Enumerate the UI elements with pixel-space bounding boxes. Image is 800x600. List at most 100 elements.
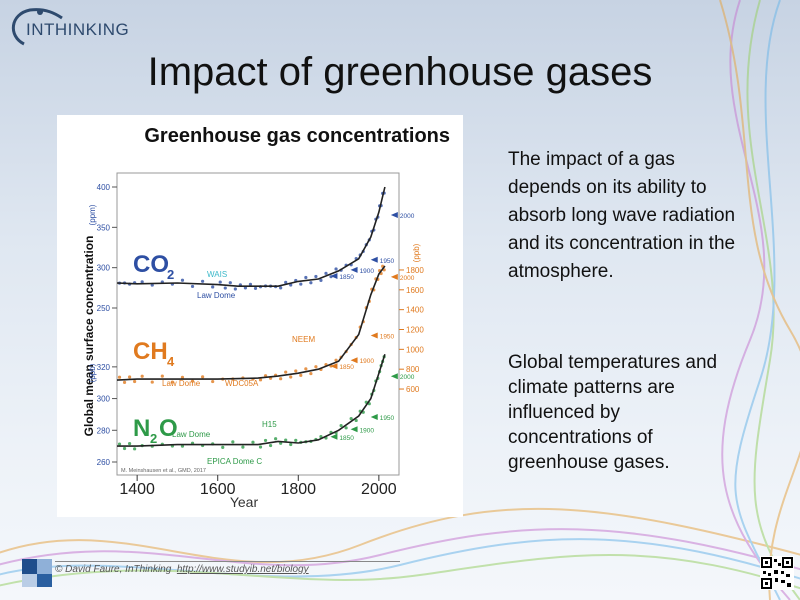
data-point — [180, 278, 185, 282]
data-point — [299, 282, 303, 286]
annotation-arrow — [350, 426, 358, 433]
y-tick-label: 1600 — [406, 286, 424, 295]
data-point — [241, 445, 245, 449]
annotation-arrow — [330, 363, 338, 370]
y-tick-label: 320 — [97, 363, 111, 372]
data-point — [354, 418, 358, 423]
data-point — [279, 377, 283, 381]
data-point — [211, 285, 215, 289]
footer-credit-text: © David Faure, InThinking — [55, 564, 172, 575]
y-axis-label: Global mean surface concentration — [82, 236, 96, 437]
data-point — [248, 282, 253, 286]
paragraph-climate: Global temperatures and climate patterns… — [508, 352, 718, 473]
data-point — [160, 374, 164, 378]
annotation-label: 1850 — [339, 435, 354, 442]
dataset-label: NEEM — [292, 335, 315, 344]
y-tick-label: 800 — [406, 365, 420, 374]
data-point — [324, 271, 328, 275]
y-tick-label: 280 — [97, 426, 111, 435]
data-point — [304, 275, 308, 280]
gas-label-sub: 2 — [167, 267, 174, 282]
data-point — [233, 287, 237, 291]
annotation-label: 1850 — [339, 274, 354, 281]
data-point — [258, 378, 263, 382]
data-point — [150, 380, 154, 384]
data-point — [284, 370, 288, 374]
data-point — [253, 286, 258, 290]
data-point — [294, 369, 298, 373]
data-point — [289, 442, 293, 447]
chart-credit: M. Meinshausen et al., GMD, 2017 — [121, 468, 206, 474]
x-tick-label: 1400 — [119, 481, 155, 498]
data-point — [279, 286, 283, 290]
y-tick-label: 260 — [97, 458, 111, 467]
footer-divider — [55, 561, 400, 562]
data-point — [334, 358, 338, 362]
y-tick-label: 400 — [97, 183, 111, 192]
data-point — [349, 416, 353, 421]
annotation-label: 1950 — [380, 258, 395, 265]
data-point — [284, 280, 288, 284]
data-point — [127, 442, 132, 446]
data-point — [319, 278, 323, 282]
y-tick-label: 600 — [406, 385, 420, 394]
annotation-label: 1900 — [360, 358, 375, 365]
data-point — [223, 286, 227, 290]
series-line-n2o — [117, 353, 386, 447]
dataset-label: WDC05A — [225, 379, 259, 388]
y-tick-label: 300 — [97, 264, 111, 273]
dataset-label: H15 — [262, 420, 277, 429]
gas-label-tail: O — [159, 415, 178, 442]
y-tick-label: 1000 — [406, 345, 424, 354]
data-point — [140, 374, 144, 378]
footer-link[interactable]: http://www.studyib.net/biology — [176, 564, 309, 575]
data-point — [304, 367, 308, 371]
x-tick-label: 1600 — [200, 481, 236, 498]
plot-frame — [116, 172, 400, 476]
data-point — [201, 279, 205, 283]
unit-label: (ppm) — [88, 204, 97, 225]
dataset-label: Law Dome — [162, 379, 201, 388]
data-point — [117, 375, 122, 379]
data-point — [127, 375, 132, 379]
data-point — [309, 281, 313, 285]
data-point — [258, 445, 263, 449]
qr-code-icon — [760, 556, 794, 590]
data-point — [339, 423, 343, 428]
annotation-arrow — [370, 332, 378, 339]
data-point — [180, 375, 185, 379]
annotation-label: 1950 — [380, 415, 395, 422]
annotation-label: 1850 — [339, 364, 354, 371]
gas-label: N — [133, 415, 150, 442]
data-point — [294, 438, 298, 443]
data-point — [314, 274, 318, 279]
data-point — [133, 447, 137, 451]
paragraph-gas-impact: The impact of a gas depends on its abili… — [508, 149, 736, 282]
gas-label-sub: 4 — [167, 354, 175, 369]
data-point — [314, 365, 318, 369]
gas-label: CH — [133, 338, 168, 365]
data-point — [211, 379, 215, 384]
data-point — [251, 440, 255, 444]
dataset-label: Law Dome — [172, 430, 211, 439]
annotation-arrow — [330, 433, 338, 440]
data-point — [140, 280, 144, 284]
y-tick-label: 1200 — [406, 325, 424, 334]
dataset-label: EPICA Dome C — [207, 457, 262, 466]
annotation-label: 2000 — [400, 374, 415, 381]
gas-label: CO — [133, 251, 169, 278]
slide-title: Impact of greenhouse gases — [147, 50, 653, 94]
data-point — [231, 440, 235, 444]
unit-label: (ppb) — [88, 363, 97, 382]
data-point — [268, 443, 273, 448]
data-point — [334, 267, 338, 271]
data-point — [221, 445, 225, 449]
data-point — [190, 379, 195, 383]
data-point — [201, 375, 205, 379]
x-axis-label: Year — [230, 494, 259, 510]
footer-square — [37, 574, 52, 587]
dataset-label: Law Dome — [197, 291, 236, 300]
annotation-arrow — [350, 357, 358, 364]
footer-square — [22, 574, 37, 587]
footer-square — [37, 559, 52, 574]
